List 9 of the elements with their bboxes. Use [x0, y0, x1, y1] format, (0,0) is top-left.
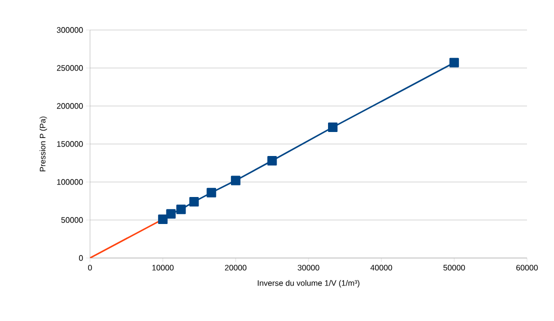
point: [267, 156, 277, 166]
point: [158, 214, 168, 224]
point: [206, 188, 216, 198]
point: [176, 204, 186, 214]
point: [189, 197, 199, 207]
point: [166, 209, 176, 219]
point: [449, 58, 459, 68]
point: [230, 176, 240, 186]
point: [328, 122, 338, 132]
